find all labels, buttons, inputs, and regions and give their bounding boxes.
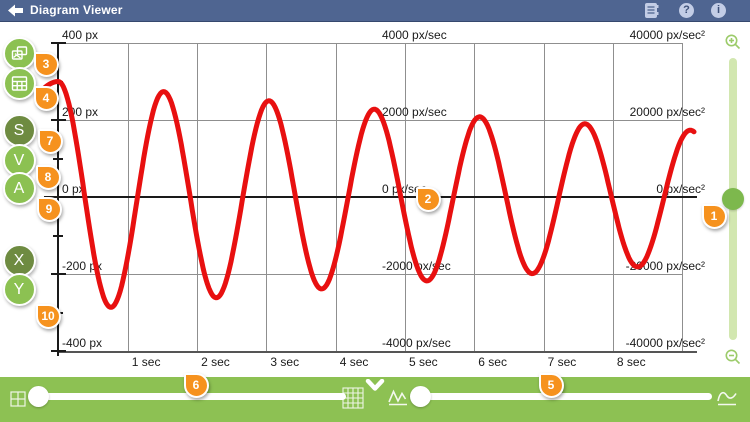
position-curve-line xyxy=(38,79,697,310)
annotation-badge-9: 9 xyxy=(36,196,62,222)
x-axis-label: 4 sec xyxy=(339,355,369,369)
sidebar-button-v[interactable]: V xyxy=(2,143,36,177)
y-axis-minor-tick xyxy=(53,157,63,160)
x-axis-label: 7 sec xyxy=(547,355,577,369)
y-axis-label-position: -200 px xyxy=(62,259,103,273)
gridline-horizontal xyxy=(58,120,683,121)
x-axis-line xyxy=(58,351,697,353)
zoom-slider-knob[interactable] xyxy=(722,188,744,210)
sidebar-button-y[interactable]: Y xyxy=(2,272,36,306)
sidebar-button-snapshot[interactable] xyxy=(2,36,36,70)
y-axis-major-tick xyxy=(51,350,66,352)
chart-area: 400 px 200 px 0 px -200 px -400 px 4000 px/se… xyxy=(0,22,750,377)
annotation-badge-10: 10 xyxy=(35,303,61,329)
smoothing-slider-track[interactable] xyxy=(416,393,712,400)
smooth-line-icon[interactable] xyxy=(716,389,738,411)
y-axis-minor-tick xyxy=(53,234,63,237)
back-button[interactable] xyxy=(8,4,24,17)
y-axis-label-acceleration: 20000 px/sec² xyxy=(629,105,705,119)
sidebar-button-x[interactable]: X xyxy=(2,243,36,277)
x-axis-label: 3 sec xyxy=(270,355,300,369)
gridline-horizontal xyxy=(58,43,683,44)
notes-icon[interactable] xyxy=(643,2,661,20)
help-icon[interactable]: ? xyxy=(679,2,697,20)
jagged-line-icon[interactable] xyxy=(387,389,409,411)
x-axis-label: 2 sec xyxy=(201,355,230,369)
y-axis-label-position: 400 px xyxy=(62,28,99,42)
annotation-badge-4: 4 xyxy=(33,85,59,111)
y-axis-label-position: -400 px xyxy=(62,336,103,350)
zoom-out-icon[interactable] xyxy=(724,348,742,366)
x-axis-label: 6 sec xyxy=(478,355,507,369)
arrow-left-icon xyxy=(8,4,23,17)
grid-density-slider-knob[interactable] xyxy=(28,386,49,407)
bottom-toolbar xyxy=(0,377,750,422)
zero-axis-line xyxy=(44,196,697,198)
y-axis-label-velocity: 4000 px/sec xyxy=(382,28,447,42)
sidebar-button-a[interactable]: A xyxy=(2,171,36,205)
x-axis-label: 5 sec xyxy=(409,355,438,369)
page-title: Diagram Viewer xyxy=(30,3,123,17)
y-axis-label-acceleration: -40000 px/sec² xyxy=(625,336,705,350)
y-axis-major-tick xyxy=(51,42,66,44)
sidebar-button-s[interactable]: S xyxy=(2,113,36,147)
annotation-badge-7: 7 xyxy=(37,128,63,154)
coarse-grid-icon[interactable] xyxy=(10,391,26,412)
x-axis-label: 1 sec xyxy=(131,355,161,369)
annotation-badge-6: 6 xyxy=(183,372,209,398)
zoom-in-icon[interactable] xyxy=(724,33,742,51)
chevron-down-icon[interactable] xyxy=(365,378,385,392)
y-axis-major-tick xyxy=(51,119,66,121)
position-curve xyxy=(38,79,697,310)
smoothing-slider-knob[interactable] xyxy=(410,386,431,407)
fine-grid-icon[interactable] xyxy=(342,387,364,414)
x-axis-label: 8 sec xyxy=(616,355,646,369)
y-axis-label-acceleration: 40000 px/sec² xyxy=(629,28,705,42)
annotation-badge-2: 2 xyxy=(415,186,441,212)
title-bar: Diagram Viewer ? i xyxy=(0,0,750,22)
y-axis-label-velocity: -4000 px/sec xyxy=(382,336,451,350)
annotation-badge-3: 3 xyxy=(33,51,59,77)
annotation-badge-8: 8 xyxy=(35,164,61,190)
annotation-badge-1: 1 xyxy=(701,203,727,229)
y-axis-label-velocity: 2000 px/sec xyxy=(382,105,447,119)
info-icon[interactable]: i xyxy=(711,2,729,20)
vertical-zoom-control xyxy=(720,22,750,377)
annotation-badge-5: 5 xyxy=(538,372,564,398)
y-axis-major-tick xyxy=(51,196,66,198)
gridline-horizontal xyxy=(58,274,683,275)
sidebar-button-table[interactable] xyxy=(2,66,36,100)
y-axis-label-position: 0 px xyxy=(62,182,85,196)
y-axis-major-tick xyxy=(51,273,66,275)
